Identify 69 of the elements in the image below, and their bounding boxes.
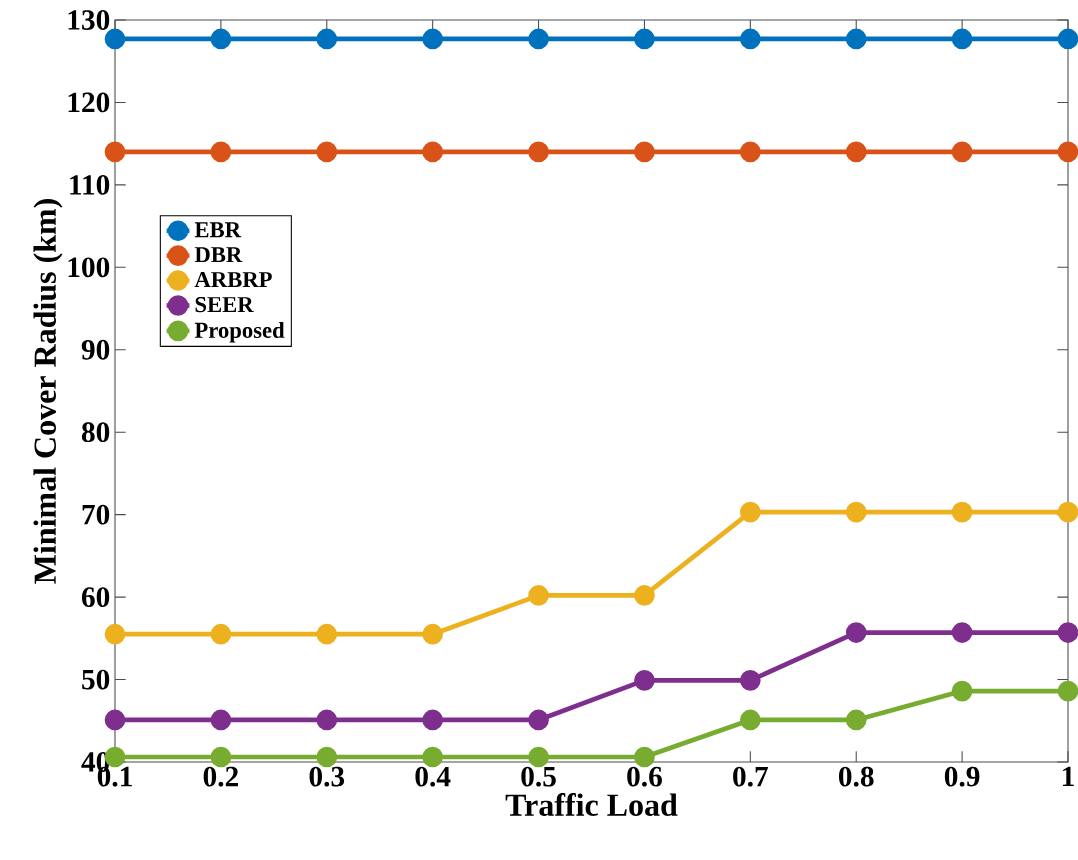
point — [528, 709, 549, 731]
point — [845, 28, 867, 50]
point — [951, 622, 973, 643]
y-tick-label: 80 — [81, 422, 110, 443]
point — [104, 709, 126, 731]
point — [634, 746, 655, 768]
x-tick-label: 0.5 — [521, 766, 556, 787]
point — [845, 622, 867, 643]
point — [528, 28, 549, 50]
point — [634, 28, 655, 50]
point — [422, 746, 444, 768]
point — [104, 623, 126, 645]
x-tick-label: 0.6 — [627, 766, 662, 787]
point — [210, 746, 232, 768]
point — [845, 709, 867, 731]
point — [210, 709, 232, 731]
point — [422, 623, 444, 645]
point — [951, 141, 973, 163]
y-tick-label: 90 — [81, 339, 110, 360]
point — [739, 501, 761, 523]
point — [634, 141, 655, 163]
point — [210, 623, 232, 645]
x-axis-title: Traffic Load — [505, 793, 678, 816]
point — [528, 585, 549, 606]
legend-label: Proposed — [194, 321, 285, 343]
y-axis-title: Minimal Cover Radius (km) — [33, 199, 63, 584]
point — [739, 670, 761, 691]
point — [634, 670, 655, 691]
legend-label: DBR — [194, 247, 243, 263]
x-tick-label: 0.3 — [309, 766, 345, 787]
point — [316, 746, 338, 768]
point — [316, 28, 338, 50]
point — [951, 680, 973, 702]
x-tick-label: 0.9 — [944, 766, 980, 787]
y-tick-label: 70 — [82, 504, 110, 525]
y-tick-label: 130 — [68, 10, 110, 30]
point — [422, 28, 444, 50]
point — [210, 141, 232, 163]
point — [316, 623, 338, 645]
point — [528, 746, 549, 768]
x-tick-label: 0.8 — [838, 766, 874, 787]
point — [422, 141, 444, 163]
point — [316, 709, 338, 731]
legend-label: SEER — [195, 296, 254, 313]
y-tick-label: 100 — [68, 257, 110, 278]
point — [528, 141, 549, 163]
point — [422, 709, 444, 731]
legend-label: EBR — [194, 222, 242, 238]
point — [210, 28, 232, 50]
point — [316, 141, 338, 163]
point — [951, 501, 973, 523]
point — [739, 141, 761, 163]
point — [739, 28, 761, 50]
x-tick-label: 0.7 — [733, 766, 768, 787]
y-tick-label: 50 — [82, 669, 110, 690]
x-tick-label: 1 — [1063, 766, 1074, 787]
y-tick-label: 120 — [68, 92, 110, 113]
x-tick-label: 0.4 — [415, 766, 451, 787]
x-tick-label: 0.2 — [203, 766, 238, 787]
point — [739, 709, 761, 731]
point — [634, 585, 655, 606]
point — [845, 141, 867, 163]
point — [104, 28, 126, 50]
y-tick-label: 60 — [81, 587, 110, 607]
point — [951, 28, 973, 50]
legend-label: ARBRP — [194, 272, 272, 288]
y-tick-label: 110 — [70, 174, 110, 195]
point — [104, 141, 126, 163]
point — [845, 501, 867, 523]
